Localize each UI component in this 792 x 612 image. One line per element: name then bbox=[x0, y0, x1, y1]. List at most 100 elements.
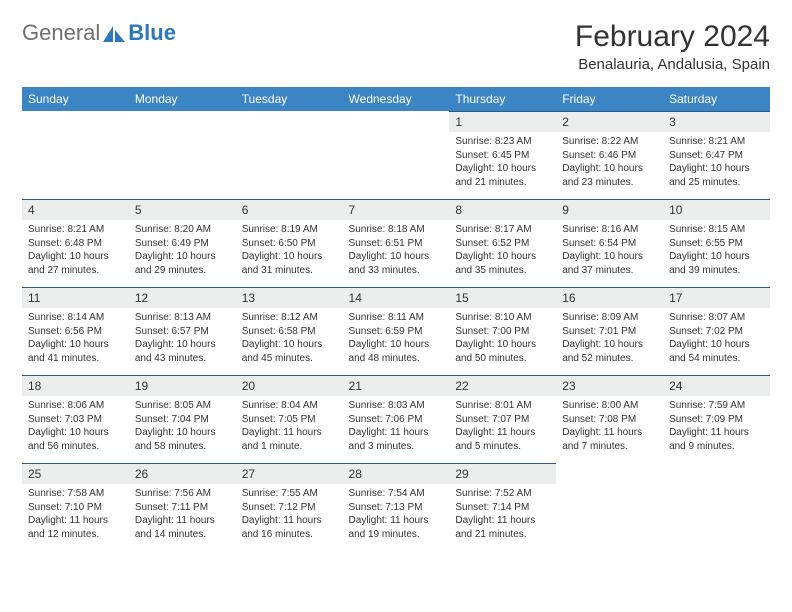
sunrise-text: Sunrise: 8:06 AM bbox=[28, 399, 123, 413]
day-number: 3 bbox=[663, 111, 770, 132]
calendar-week-row: 11Sunrise: 8:14 AMSunset: 6:56 PMDayligh… bbox=[22, 287, 770, 375]
day-header: Wednesday bbox=[343, 87, 450, 111]
day-header: Monday bbox=[129, 87, 236, 111]
sunset-text: Sunset: 7:06 PM bbox=[349, 413, 444, 427]
calendar-week-row: 18Sunrise: 8:06 AMSunset: 7:03 PMDayligh… bbox=[22, 375, 770, 463]
daylight-text: Daylight: 11 hours and 21 minutes. bbox=[455, 514, 550, 541]
sunrise-text: Sunrise: 8:17 AM bbox=[455, 223, 550, 237]
day-details: Sunrise: 8:17 AMSunset: 6:52 PMDaylight:… bbox=[449, 220, 556, 281]
daylight-text: Daylight: 11 hours and 7 minutes. bbox=[562, 426, 657, 453]
day-details: Sunrise: 7:55 AMSunset: 7:12 PMDaylight:… bbox=[236, 484, 343, 545]
day-number: 1 bbox=[449, 111, 556, 132]
day-number: 4 bbox=[22, 199, 129, 220]
day-number: 23 bbox=[556, 375, 663, 396]
sunset-text: Sunset: 6:58 PM bbox=[242, 325, 337, 339]
calendar-cell: 12Sunrise: 8:13 AMSunset: 6:57 PMDayligh… bbox=[129, 287, 236, 375]
daylight-text: Daylight: 10 hours and 43 minutes. bbox=[135, 338, 230, 365]
day-details: Sunrise: 8:09 AMSunset: 7:01 PMDaylight:… bbox=[556, 308, 663, 369]
daylight-text: Daylight: 10 hours and 48 minutes. bbox=[349, 338, 444, 365]
sunrise-text: Sunrise: 8:09 AM bbox=[562, 311, 657, 325]
sunset-text: Sunset: 7:14 PM bbox=[455, 501, 550, 515]
sunset-text: Sunset: 7:00 PM bbox=[455, 325, 550, 339]
sunset-text: Sunset: 7:09 PM bbox=[669, 413, 764, 427]
sunset-text: Sunset: 6:45 PM bbox=[455, 149, 550, 163]
header: GeneralBlue February 2024 Benalauria, An… bbox=[22, 20, 770, 73]
sunrise-text: Sunrise: 7:55 AM bbox=[242, 487, 337, 501]
day-details: Sunrise: 8:05 AMSunset: 7:04 PMDaylight:… bbox=[129, 396, 236, 457]
calendar-cell: 29Sunrise: 7:52 AMSunset: 7:14 PMDayligh… bbox=[449, 463, 556, 551]
daylight-text: Daylight: 11 hours and 19 minutes. bbox=[349, 514, 444, 541]
sunrise-text: Sunrise: 8:15 AM bbox=[669, 223, 764, 237]
day-number: 5 bbox=[129, 199, 236, 220]
sunrise-text: Sunrise: 8:14 AM bbox=[28, 311, 123, 325]
calendar-cell: 5Sunrise: 8:20 AMSunset: 6:49 PMDaylight… bbox=[129, 199, 236, 287]
sunrise-text: Sunrise: 8:00 AM bbox=[562, 399, 657, 413]
sunset-text: Sunset: 6:54 PM bbox=[562, 237, 657, 251]
calendar-cell: 20Sunrise: 8:04 AMSunset: 7:05 PMDayligh… bbox=[236, 375, 343, 463]
day-details: Sunrise: 7:54 AMSunset: 7:13 PMDaylight:… bbox=[343, 484, 450, 545]
daylight-text: Daylight: 10 hours and 35 minutes. bbox=[455, 250, 550, 277]
sunset-text: Sunset: 7:02 PM bbox=[669, 325, 764, 339]
daylight-text: Daylight: 11 hours and 12 minutes. bbox=[28, 514, 123, 541]
day-details: Sunrise: 8:07 AMSunset: 7:02 PMDaylight:… bbox=[663, 308, 770, 369]
day-details: Sunrise: 8:14 AMSunset: 6:56 PMDaylight:… bbox=[22, 308, 129, 369]
day-details: Sunrise: 8:21 AMSunset: 6:47 PMDaylight:… bbox=[663, 132, 770, 193]
daylight-text: Daylight: 10 hours and 56 minutes. bbox=[28, 426, 123, 453]
sunset-text: Sunset: 6:59 PM bbox=[349, 325, 444, 339]
sunrise-text: Sunrise: 7:52 AM bbox=[455, 487, 550, 501]
sunset-text: Sunset: 7:12 PM bbox=[242, 501, 337, 515]
logo-text: GeneralBlue bbox=[22, 20, 176, 46]
sunrise-text: Sunrise: 8:01 AM bbox=[455, 399, 550, 413]
sunset-text: Sunset: 6:47 PM bbox=[669, 149, 764, 163]
day-details: Sunrise: 8:20 AMSunset: 6:49 PMDaylight:… bbox=[129, 220, 236, 281]
calendar-header-row: Sunday Monday Tuesday Wednesday Thursday… bbox=[22, 87, 770, 111]
calendar-body: 1Sunrise: 8:23 AMSunset: 6:45 PMDaylight… bbox=[22, 111, 770, 551]
sunrise-text: Sunrise: 8:21 AM bbox=[669, 135, 764, 149]
daylight-text: Daylight: 10 hours and 45 minutes. bbox=[242, 338, 337, 365]
day-details: Sunrise: 7:52 AMSunset: 7:14 PMDaylight:… bbox=[449, 484, 556, 545]
calendar-cell bbox=[343, 111, 450, 199]
day-details: Sunrise: 8:23 AMSunset: 6:45 PMDaylight:… bbox=[449, 132, 556, 193]
sunrise-text: Sunrise: 8:23 AM bbox=[455, 135, 550, 149]
sunset-text: Sunset: 6:50 PM bbox=[242, 237, 337, 251]
day-number: 17 bbox=[663, 287, 770, 308]
daylight-text: Daylight: 10 hours and 31 minutes. bbox=[242, 250, 337, 277]
daylight-text: Daylight: 11 hours and 1 minute. bbox=[242, 426, 337, 453]
sunset-text: Sunset: 6:51 PM bbox=[349, 237, 444, 251]
calendar-cell bbox=[129, 111, 236, 199]
calendar-cell bbox=[556, 463, 663, 551]
logo-part1: General bbox=[22, 20, 100, 45]
sunrise-text: Sunrise: 8:05 AM bbox=[135, 399, 230, 413]
day-number: 22 bbox=[449, 375, 556, 396]
daylight-text: Daylight: 10 hours and 50 minutes. bbox=[455, 338, 550, 365]
sunset-text: Sunset: 7:08 PM bbox=[562, 413, 657, 427]
sunset-text: Sunset: 7:04 PM bbox=[135, 413, 230, 427]
day-header: Tuesday bbox=[236, 87, 343, 111]
calendar-cell: 8Sunrise: 8:17 AMSunset: 6:52 PMDaylight… bbox=[449, 199, 556, 287]
calendar-cell: 6Sunrise: 8:19 AMSunset: 6:50 PMDaylight… bbox=[236, 199, 343, 287]
day-header: Thursday bbox=[449, 87, 556, 111]
sunrise-text: Sunrise: 8:21 AM bbox=[28, 223, 123, 237]
sunset-text: Sunset: 6:49 PM bbox=[135, 237, 230, 251]
day-number: 26 bbox=[129, 463, 236, 484]
daylight-text: Daylight: 10 hours and 25 minutes. bbox=[669, 162, 764, 189]
day-number: 8 bbox=[449, 199, 556, 220]
sunrise-text: Sunrise: 8:16 AM bbox=[562, 223, 657, 237]
day-number: 19 bbox=[129, 375, 236, 396]
day-number: 6 bbox=[236, 199, 343, 220]
day-number: 13 bbox=[236, 287, 343, 308]
calendar-week-row: 1Sunrise: 8:23 AMSunset: 6:45 PMDaylight… bbox=[22, 111, 770, 199]
calendar-week-row: 25Sunrise: 7:58 AMSunset: 7:10 PMDayligh… bbox=[22, 463, 770, 551]
day-number: 16 bbox=[556, 287, 663, 308]
day-details: Sunrise: 8:15 AMSunset: 6:55 PMDaylight:… bbox=[663, 220, 770, 281]
daylight-text: Daylight: 11 hours and 16 minutes. bbox=[242, 514, 337, 541]
logo: GeneralBlue bbox=[22, 20, 176, 46]
daylight-text: Daylight: 10 hours and 39 minutes. bbox=[669, 250, 764, 277]
day-number: 14 bbox=[343, 287, 450, 308]
sunset-text: Sunset: 7:13 PM bbox=[349, 501, 444, 515]
sunset-text: Sunset: 6:52 PM bbox=[455, 237, 550, 251]
daylight-text: Daylight: 10 hours and 37 minutes. bbox=[562, 250, 657, 277]
sail-icon bbox=[101, 24, 127, 44]
daylight-text: Daylight: 10 hours and 41 minutes. bbox=[28, 338, 123, 365]
calendar-cell: 19Sunrise: 8:05 AMSunset: 7:04 PMDayligh… bbox=[129, 375, 236, 463]
